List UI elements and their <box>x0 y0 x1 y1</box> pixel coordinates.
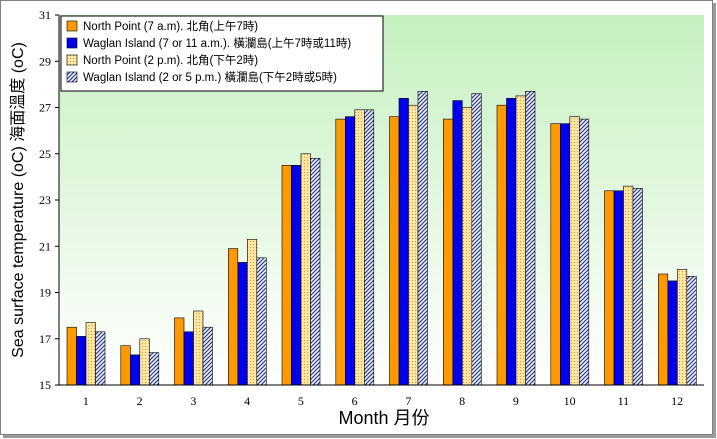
y-tick-label-29: 29 <box>39 54 51 68</box>
x-tick-label-5: 5 <box>298 394 304 408</box>
bar-s4-m10 <box>578 118 590 386</box>
bar-s4-m9 <box>525 91 536 386</box>
bar-s3-m9 <box>515 95 526 386</box>
y-tick-label-31: 31 <box>39 8 51 22</box>
bar-s1-m3 <box>174 317 185 386</box>
bar-s3-m6 <box>354 109 365 386</box>
bar-s2-m1 <box>76 336 87 386</box>
x-tick-label-9: 9 <box>513 394 519 408</box>
bar-s2-m9 <box>506 98 517 386</box>
bar-s1-m7 <box>389 116 400 386</box>
bar-s3-m11 <box>623 185 634 386</box>
bar-s3-m3 <box>193 310 204 386</box>
bar-s4-m12 <box>686 275 697 386</box>
bar-s2-m4 <box>237 262 248 386</box>
bar-s1-m9 <box>496 104 507 386</box>
bar-s2-m3 <box>183 331 194 386</box>
legend-swatch-4 <box>66 71 78 83</box>
bar-s1-m11 <box>604 190 615 386</box>
legend-label-3: North Point (2 p.m). 北角(下午2時) <box>83 54 258 67</box>
bar-s1-m2 <box>120 345 131 386</box>
bar-s3-m10 <box>569 116 580 386</box>
bar-s4-m2 <box>149 352 160 386</box>
legend-label-1: North Point (7 a.m). 北角(上午7時) <box>83 20 258 33</box>
x-axis-label: Month 月份 <box>338 408 429 428</box>
x-tick-label-3: 3 <box>190 394 196 408</box>
bar-s2-m2 <box>130 354 141 386</box>
bar-s2-m8 <box>452 100 463 386</box>
x-tick-label-10: 10 <box>564 394 576 408</box>
bar-s4-m7 <box>417 91 428 386</box>
y-tick-label-15: 15 <box>39 378 51 392</box>
x-ticks-group: 1 2 3 4 5 6 7 8 9 10 11 12 <box>83 394 683 408</box>
bar-s4-m6 <box>363 109 375 386</box>
legend-label-2: Waglan Island (7 or 11 a.m.). 橫瀾島(上午7時或1… <box>83 36 351 50</box>
bar-s3-m4 <box>247 239 258 386</box>
bar-s1-m6 <box>335 118 346 386</box>
bar-s2-m12 <box>667 280 678 386</box>
y-tick-label-23: 23 <box>39 193 51 207</box>
bar-s2-m6 <box>344 116 356 386</box>
x-tick-label-1: 1 <box>83 394 89 408</box>
y-tick-label-17: 17 <box>39 332 51 346</box>
x-tick-label-11: 11 <box>618 394 630 408</box>
x-tick-label-2: 2 <box>137 394 143 408</box>
bar-s1-m12 <box>657 273 669 386</box>
bar-s3-m7 <box>408 104 419 386</box>
bar-s4-m4 <box>256 257 267 386</box>
legend-box <box>60 15 384 92</box>
bar-s2-m11 <box>613 190 624 386</box>
bar-s4-m11 <box>632 188 643 386</box>
bar-s3-m12 <box>676 269 688 386</box>
legend-swatch-3 <box>66 54 78 66</box>
bar-s1-m4 <box>228 248 239 386</box>
bar-s2-m10 <box>559 123 571 386</box>
x-tick-label-8: 8 <box>459 394 465 408</box>
x-tick-label-6: 6 <box>352 394 358 408</box>
legend-label-4: Waglan Island (2 or 5 p.m.) 橫瀾島(下午2時或5時) <box>83 70 337 84</box>
x-tick-label-7: 7 <box>405 394 411 408</box>
bar-s2-m5 <box>291 165 302 386</box>
bar-s2-m7 <box>398 98 409 386</box>
bar-s4-m5 <box>310 158 321 386</box>
y-axis-label: Sea surface temperature (oC) 海面溫度 (oC) <box>9 42 27 358</box>
x-tick-label-4: 4 <box>244 394 250 408</box>
y-tick-label-21: 21 <box>39 239 51 253</box>
bar-s4-m3 <box>202 326 213 386</box>
bar-s3-m8 <box>461 107 473 386</box>
legend-swatch-1 <box>66 20 78 32</box>
bar-s1-m8 <box>442 118 454 386</box>
bar-s1-m5 <box>281 165 292 386</box>
legend: North Point (7 a.m). 北角(上午7時) Waglan Isla… <box>60 15 384 92</box>
y-ticks-group: 15 17 19 21 23 25 27 29 31 <box>39 8 59 392</box>
bar-s3-m2 <box>139 338 150 386</box>
bar-s1-m10 <box>550 123 561 386</box>
bar-s3-m1 <box>85 322 96 386</box>
legend-swatch-2 <box>66 37 78 49</box>
bar-s3-m5 <box>300 153 311 386</box>
y-tick-label-19: 19 <box>39 286 51 300</box>
x-tick-label-12: 12 <box>671 394 683 408</box>
y-tick-label-27: 27 <box>39 101 51 115</box>
bar-s1-m1 <box>66 326 77 386</box>
y-tick-label-25: 25 <box>39 147 51 161</box>
bar-s4-m8 <box>471 93 482 386</box>
bar-s4-m1 <box>95 331 106 386</box>
